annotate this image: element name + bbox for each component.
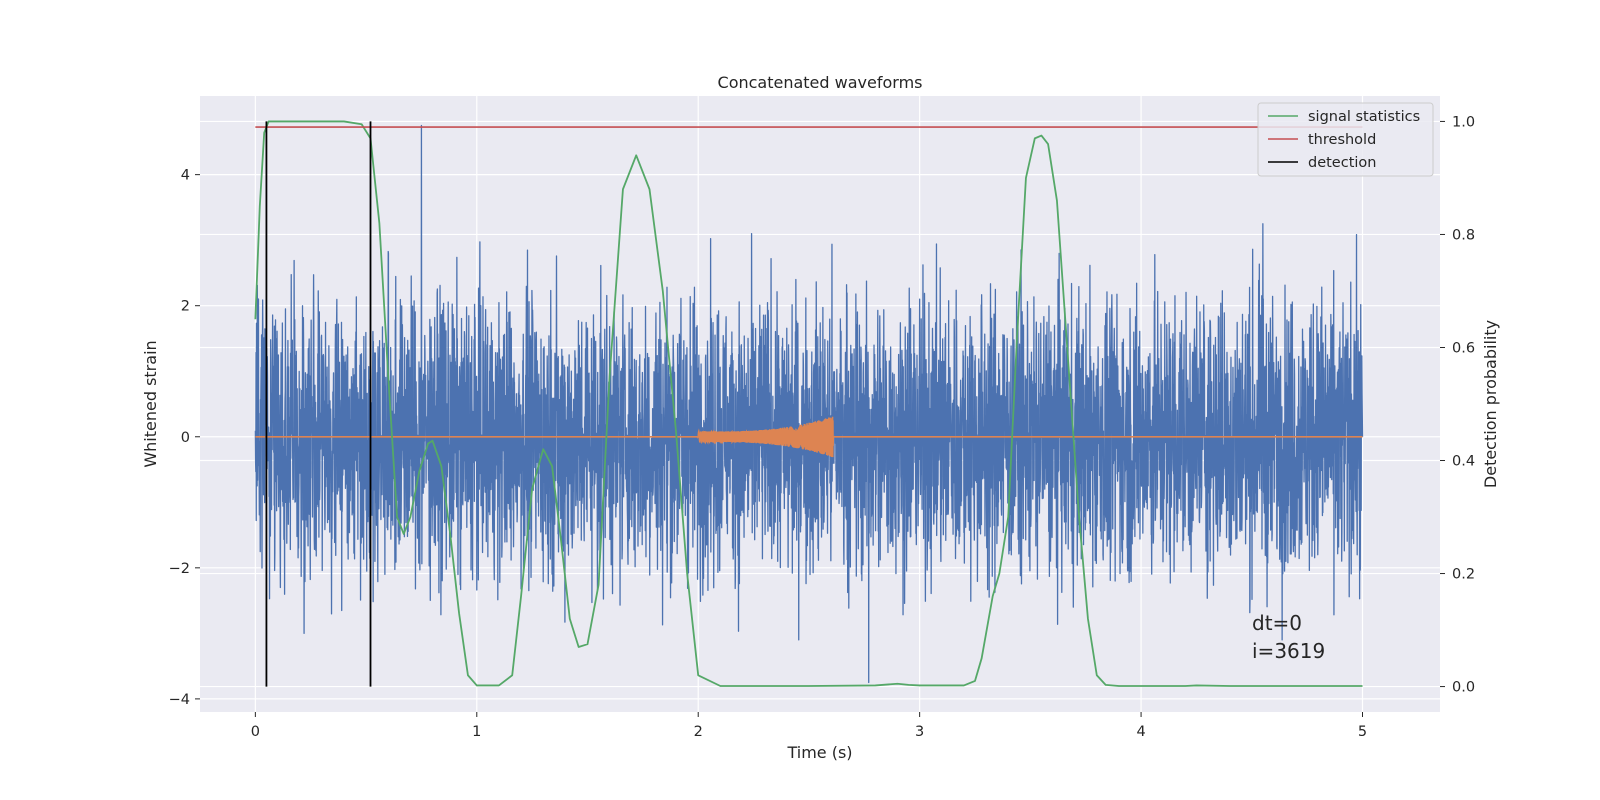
x-tick-label: 2 bbox=[694, 724, 703, 740]
y-tick-label-left: −2 bbox=[169, 561, 190, 577]
y-tick-label-left: 2 bbox=[181, 299, 190, 315]
y-tick-label-right: 0.0 bbox=[1452, 680, 1475, 696]
x-axis-label: Time (s) bbox=[786, 743, 852, 762]
annotation-i: i=3619 bbox=[1252, 639, 1325, 663]
y-axis-label-left: Whitened strain bbox=[141, 340, 160, 467]
y-tick-label-left: 4 bbox=[181, 168, 190, 184]
x-tick-label: 5 bbox=[1358, 724, 1367, 740]
x-tick-label: 0 bbox=[251, 724, 260, 740]
y-tick-label-right: 0.8 bbox=[1452, 227, 1475, 243]
y-tick-label-right: 0.6 bbox=[1452, 340, 1475, 356]
legend-box bbox=[1257, 102, 1434, 177]
x-tick-label: 4 bbox=[1136, 724, 1145, 740]
signal-statistics-line bbox=[254, 120, 1363, 687]
tick-labels: 0 1 2 3 4 5 −4 −2 0 2 4 0.0 0.2 0.4 0.6 0.8 1.0 bbox=[169, 114, 1475, 740]
chart-title: Concatenated waveforms bbox=[718, 73, 923, 92]
noise-trace bbox=[254, 124, 1364, 684]
legend-label-detection: detection bbox=[1308, 155, 1376, 171]
y-tick-label-right: 0.2 bbox=[1452, 567, 1475, 583]
legend-label-signal-statistics: signal statistics bbox=[1308, 109, 1420, 125]
y-axis-label-right: Detection probability bbox=[1481, 320, 1500, 488]
y-tick-label-right: 1.0 bbox=[1452, 114, 1475, 130]
x-tick-label: 3 bbox=[915, 724, 924, 740]
legend-label-threshold: threshold bbox=[1308, 132, 1376, 148]
annotation-dt: dt=0 bbox=[1252, 611, 1302, 635]
legend: signal statistics threshold detection bbox=[1257, 102, 1434, 177]
template-trace bbox=[255, 416, 1363, 458]
x-tick-label: 1 bbox=[472, 724, 481, 740]
data-layer bbox=[254, 120, 1364, 687]
y-tick-label-left: −4 bbox=[169, 692, 190, 708]
y-tick-label-left: 0 bbox=[181, 430, 190, 446]
y-tick-label-right: 0.4 bbox=[1452, 454, 1475, 470]
